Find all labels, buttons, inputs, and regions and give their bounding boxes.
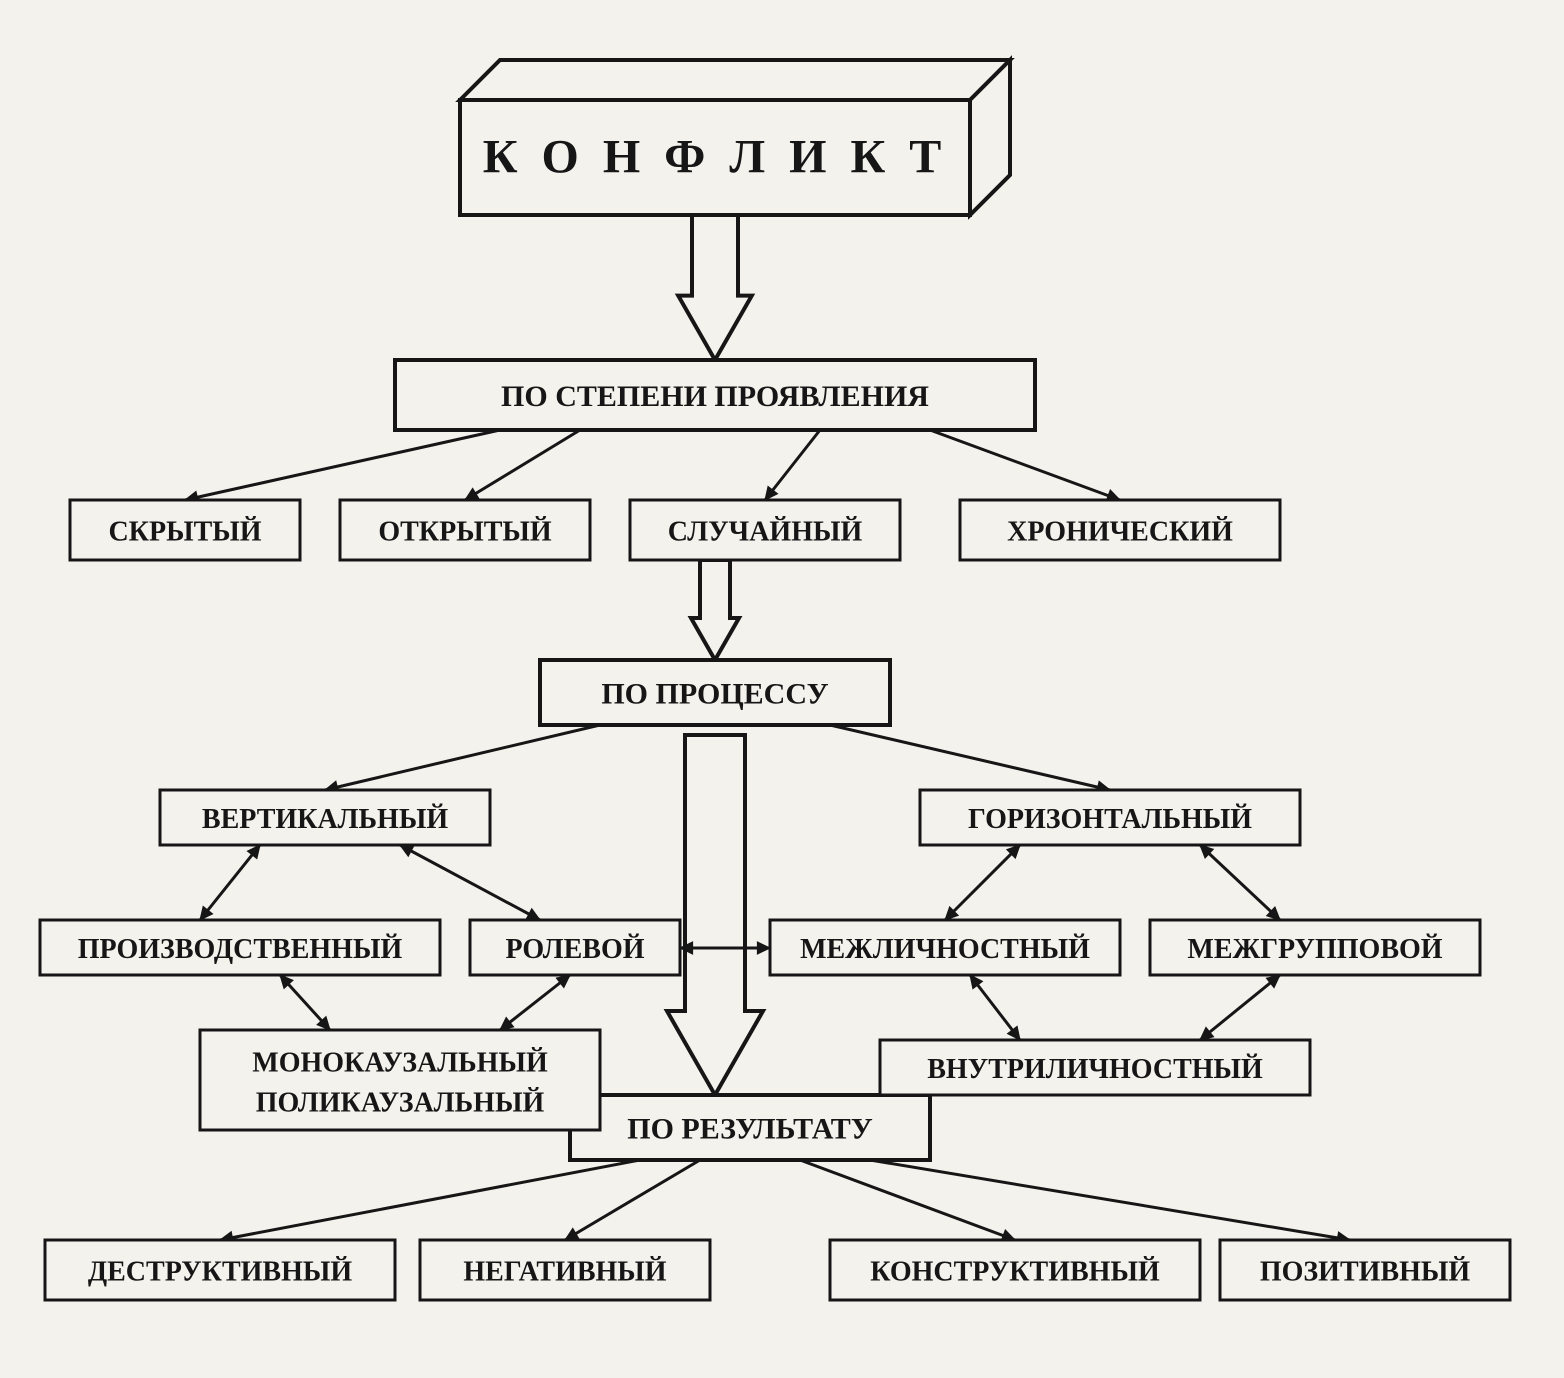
category-label: ПО СТЕПЕНИ ПРОЯВЛЕНИЯ — [501, 380, 929, 413]
edge — [800, 1160, 1015, 1240]
edge — [870, 1160, 1350, 1240]
category-label: ПО ПРОЦЕССУ — [601, 677, 828, 710]
big-arrow-1 — [678, 215, 752, 360]
big-arrow-3 — [667, 735, 763, 1095]
node-label: МЕЖГРУППОВОЙ — [1187, 934, 1442, 965]
node-label: ПОЛИКАУЗАЛЬНЫЙ — [256, 1087, 545, 1118]
node-label: СКРЫТЫЙ — [108, 516, 261, 547]
title-box-top — [460, 60, 1010, 100]
edge — [565, 1160, 700, 1240]
node-label: СЛУЧАЙНЫЙ — [668, 516, 863, 547]
node-label: ХРОНИЧЕСКИЙ — [1007, 516, 1233, 547]
node-label: ВЕРТИКАЛЬНЫЙ — [202, 804, 448, 835]
category-box-2: ПО РЕЗУЛЬТАТУ — [570, 1095, 930, 1160]
edge — [930, 430, 1120, 500]
nodes-layer: СКРЫТЫЙ ОТКРЫТЫЙ СЛУЧАЙНЫЙ ХРОНИЧЕСКИЙ ВЕРТИ… — [40, 500, 1510, 1300]
edge — [325, 725, 600, 790]
node-label: МЕЖЛИЧНОСТНЫЙ — [800, 934, 1090, 965]
category-label: ПО РЕЗУЛЬТАТУ — [627, 1112, 873, 1145]
node-label: ГОРИЗОНТАЛЬНЫЙ — [968, 804, 1252, 835]
edge — [500, 975, 570, 1030]
node-label: ДЕСТРУКТИВНЫЙ — [88, 1256, 352, 1287]
node-label: ПРОИЗВОДСТВЕННЫЙ — [78, 934, 403, 965]
node-label: НЕГАТИВНЫЙ — [463, 1256, 666, 1287]
diagram-canvas: К О Н Ф Л И К Т ПО СТЕПЕНИ ПРОЯВЛЕНИЯ ПО… — [0, 0, 1564, 1378]
edge — [400, 845, 540, 920]
edge — [765, 430, 820, 500]
node-label: КОНСТРУКТИВНЫЙ — [870, 1256, 1160, 1287]
node-label: ПОЗИТИВНЫЙ — [1260, 1256, 1471, 1287]
big-arrow-2 — [691, 560, 739, 660]
edge — [1200, 975, 1280, 1040]
category-box-1: ПО ПРОЦЕССУ — [540, 660, 890, 725]
node-label: РОЛЕВОЙ — [505, 934, 644, 965]
edge — [185, 430, 500, 500]
edge — [830, 725, 1110, 790]
title-label: К О Н Ф Л И К Т — [483, 131, 948, 184]
edge — [200, 845, 260, 920]
edge — [465, 430, 580, 500]
node-label: ВНУТРИЛИЧНОСТНЫЙ — [927, 1054, 1263, 1085]
category-box-0: ПО СТЕПЕНИ ПРОЯВЛЕНИЯ — [395, 360, 1035, 430]
edge — [1200, 845, 1280, 920]
node-label: ОТКРЫТЫЙ — [378, 516, 552, 547]
title-3d-box: К О Н Ф Л И К Т — [460, 60, 1010, 215]
edge — [220, 1160, 640, 1240]
flowchart-svg: К О Н Ф Л И К Т ПО СТЕПЕНИ ПРОЯВЛЕНИЯ ПО… — [0, 0, 1564, 1378]
node-label: МОНОКАУЗАЛЬНЫЙ — [252, 1047, 548, 1078]
edge — [945, 845, 1020, 920]
